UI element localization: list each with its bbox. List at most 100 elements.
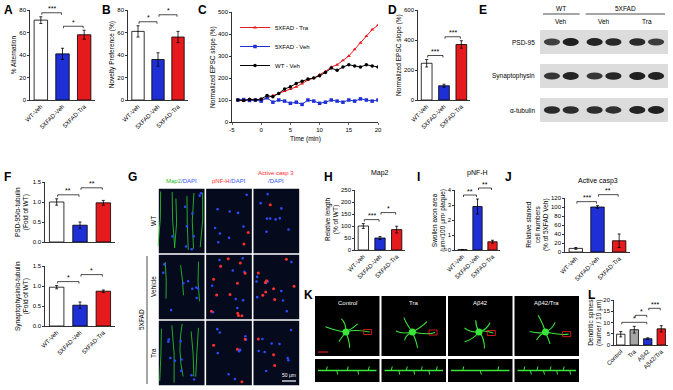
svg-text:Synaptophysin: Synaptophysin xyxy=(492,72,535,80)
svg-text:0: 0 xyxy=(121,97,125,103)
svg-text:*: * xyxy=(90,267,93,274)
svg-text:5XFAD-Veh: 5XFAD-Veh xyxy=(134,104,160,130)
svg-text:200: 200 xyxy=(404,67,415,73)
svg-text:300: 300 xyxy=(218,53,229,59)
svg-text:0: 0 xyxy=(260,127,264,133)
svg-text:WT: WT xyxy=(556,5,566,12)
svg-text:3: 3 xyxy=(448,202,452,208)
svg-text:***: *** xyxy=(583,194,591,201)
svg-text:WT-Veh: WT-Veh xyxy=(40,330,59,349)
svg-text:0: 0 xyxy=(225,119,229,125)
svg-text:-5: -5 xyxy=(229,127,235,133)
svg-text:Aβ42: Aβ42 xyxy=(473,300,488,306)
svg-text:5: 5 xyxy=(289,127,293,133)
svg-text:Tra: Tra xyxy=(642,18,652,25)
svg-text:2: 2 xyxy=(448,217,452,223)
svg-text:WT-Veh: WT-Veh xyxy=(446,254,465,273)
svg-text:I: I xyxy=(417,170,420,184)
svg-text:400: 400 xyxy=(218,31,229,37)
svg-text:5XFAD-Tra: 5XFAD-Tra xyxy=(597,255,623,281)
svg-text:**: ** xyxy=(89,180,95,187)
svg-text:*: * xyxy=(640,308,643,315)
svg-text:*: * xyxy=(72,19,75,26)
svg-text:α-tubulin: α-tubulin xyxy=(510,107,535,114)
svg-text:***: *** xyxy=(651,301,659,308)
svg-text:***: *** xyxy=(449,29,457,36)
svg-text:Time (min): Time (min) xyxy=(290,135,321,143)
svg-text:200: 200 xyxy=(341,199,352,205)
svg-text:5XFAD-Veh: 5XFAD-Veh xyxy=(574,256,600,282)
svg-text:*: * xyxy=(633,315,636,322)
svg-text:20: 20 xyxy=(19,75,26,81)
svg-text:Swollen axon area(μm²/100 μm²: Swollen axon area(μm²/100 μm² plaque) xyxy=(431,189,447,252)
svg-text:5XFAD: 5XFAD xyxy=(615,5,636,12)
svg-text:E: E xyxy=(479,3,487,17)
svg-text:WT - Veh: WT - Veh xyxy=(275,63,300,69)
svg-text:400: 400 xyxy=(404,37,415,43)
svg-text:5XFAD-Tra: 5XFAD-Tra xyxy=(81,329,107,355)
svg-text:L: L xyxy=(588,288,595,302)
svg-text:0.0: 0.0 xyxy=(33,323,42,329)
svg-text:40: 40 xyxy=(554,231,561,237)
svg-text:Active casp3: Active casp3 xyxy=(578,177,618,185)
svg-text:1.0: 1.0 xyxy=(33,199,42,205)
svg-text:5XFAD-Tra: 5XFAD-Tra xyxy=(470,253,496,279)
svg-text:Relative length(% of WT): Relative length(% of WT) xyxy=(324,198,340,241)
svg-text:1: 1 xyxy=(448,232,452,238)
svg-text:40: 40 xyxy=(117,52,124,58)
svg-text:PSD-95/α-tubulin(Fold of WT): PSD-95/α-tubulin(Fold of WT) xyxy=(14,187,30,237)
svg-text:15: 15 xyxy=(603,308,610,314)
svg-text:B: B xyxy=(102,3,111,17)
svg-text:***: *** xyxy=(368,212,376,219)
svg-text:1.5: 1.5 xyxy=(33,179,42,185)
svg-text:Veh: Veh xyxy=(555,18,567,25)
svg-text:1.5: 1.5 xyxy=(33,263,42,269)
svg-text:WT-Veh: WT-Veh xyxy=(559,256,578,275)
svg-text:D: D xyxy=(388,3,397,17)
svg-text:5XFAD-Veh: 5XFAD-Veh xyxy=(356,254,382,280)
svg-text:***: *** xyxy=(48,5,56,12)
svg-text:100: 100 xyxy=(551,204,562,210)
svg-text:100: 100 xyxy=(341,223,352,229)
svg-text:50 μm: 50 μm xyxy=(282,372,296,378)
svg-text:PSD-95: PSD-95 xyxy=(512,39,535,46)
svg-text:20: 20 xyxy=(554,240,561,246)
svg-text:**: ** xyxy=(65,187,71,194)
svg-text:***: *** xyxy=(431,48,439,55)
svg-text:10: 10 xyxy=(316,127,323,133)
svg-text:250: 250 xyxy=(341,187,352,193)
svg-text:Map2: Map2 xyxy=(371,169,389,177)
svg-text:60: 60 xyxy=(554,222,561,228)
svg-text:5XFAD: 5XFAD xyxy=(138,309,145,330)
svg-text:Veh: Veh xyxy=(598,18,610,25)
svg-text:*: * xyxy=(387,205,390,212)
svg-text:J: J xyxy=(505,170,512,184)
svg-text:20: 20 xyxy=(375,127,382,133)
svg-text:G: G xyxy=(128,170,137,184)
svg-text:**: ** xyxy=(605,187,611,194)
svg-text:80: 80 xyxy=(19,7,26,13)
svg-text:600: 600 xyxy=(404,7,415,13)
svg-text:5XFAD-Tra: 5XFAD-Tra xyxy=(439,103,465,129)
svg-text:H: H xyxy=(324,170,333,184)
svg-text:5XFAD-Tra: 5XFAD-Tra xyxy=(374,253,400,279)
svg-text:Tra: Tra xyxy=(409,300,418,306)
svg-text:*: * xyxy=(67,274,70,281)
svg-text:150: 150 xyxy=(341,211,352,217)
svg-text:0.0: 0.0 xyxy=(33,239,42,245)
svg-text:5XFAD-Veh: 5XFAD-Veh xyxy=(454,254,480,280)
svg-text:WT-Veh: WT-Veh xyxy=(24,104,43,123)
svg-text:% Alternation: % Alternation xyxy=(10,36,17,75)
svg-text:Relative stainedcell numbers(%: Relative stainedcell numbers(% of 5XFAD … xyxy=(525,198,550,251)
svg-text:Synaptophysin/α-tubulin(Fold o: Synaptophysin/α-tubulin(Fold of WT) xyxy=(14,261,30,331)
svg-text:0.5: 0.5 xyxy=(33,303,42,309)
svg-text:Dendritic spines(numer / 10 μm: Dendritic spines(numer / 10 μm) xyxy=(587,299,603,346)
svg-text:*: * xyxy=(147,14,150,21)
svg-text:**: ** xyxy=(467,188,473,195)
svg-text:200: 200 xyxy=(218,75,229,81)
svg-text:0: 0 xyxy=(23,97,27,103)
svg-text:Aβ42/Tra: Aβ42/Tra xyxy=(642,348,664,370)
svg-text:4: 4 xyxy=(448,187,452,193)
svg-text:WT-Veh: WT-Veh xyxy=(347,254,366,273)
svg-text:Tra: Tra xyxy=(627,348,638,359)
